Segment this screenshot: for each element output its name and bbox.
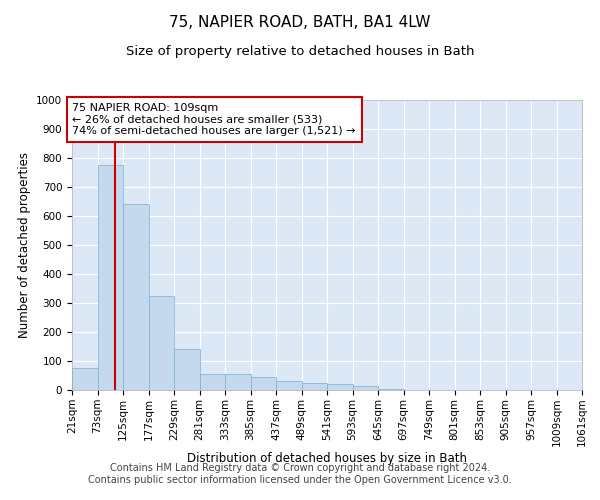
Bar <box>302 383 327 390</box>
Bar <box>353 386 378 390</box>
Bar <box>225 374 251 390</box>
Text: 75, NAPIER ROAD, BATH, BA1 4LW: 75, NAPIER ROAD, BATH, BA1 4LW <box>169 15 431 30</box>
Bar <box>251 377 276 390</box>
Bar <box>72 368 97 390</box>
Y-axis label: Number of detached properties: Number of detached properties <box>17 152 31 338</box>
Text: 75 NAPIER ROAD: 109sqm
← 26% of detached houses are smaller (533)
74% of semi-de: 75 NAPIER ROAD: 109sqm ← 26% of detached… <box>73 103 356 136</box>
Bar <box>276 382 302 390</box>
Bar <box>378 388 404 390</box>
Text: Contains HM Land Registry data © Crown copyright and database right 2024.
Contai: Contains HM Land Registry data © Crown c… <box>88 464 512 485</box>
Bar <box>327 384 353 390</box>
Bar <box>174 350 199 390</box>
Bar <box>123 204 149 390</box>
Text: Size of property relative to detached houses in Bath: Size of property relative to detached ho… <box>126 45 474 58</box>
Bar <box>199 374 225 390</box>
X-axis label: Distribution of detached houses by size in Bath: Distribution of detached houses by size … <box>187 452 467 465</box>
Bar <box>97 166 123 390</box>
Bar <box>149 296 174 390</box>
